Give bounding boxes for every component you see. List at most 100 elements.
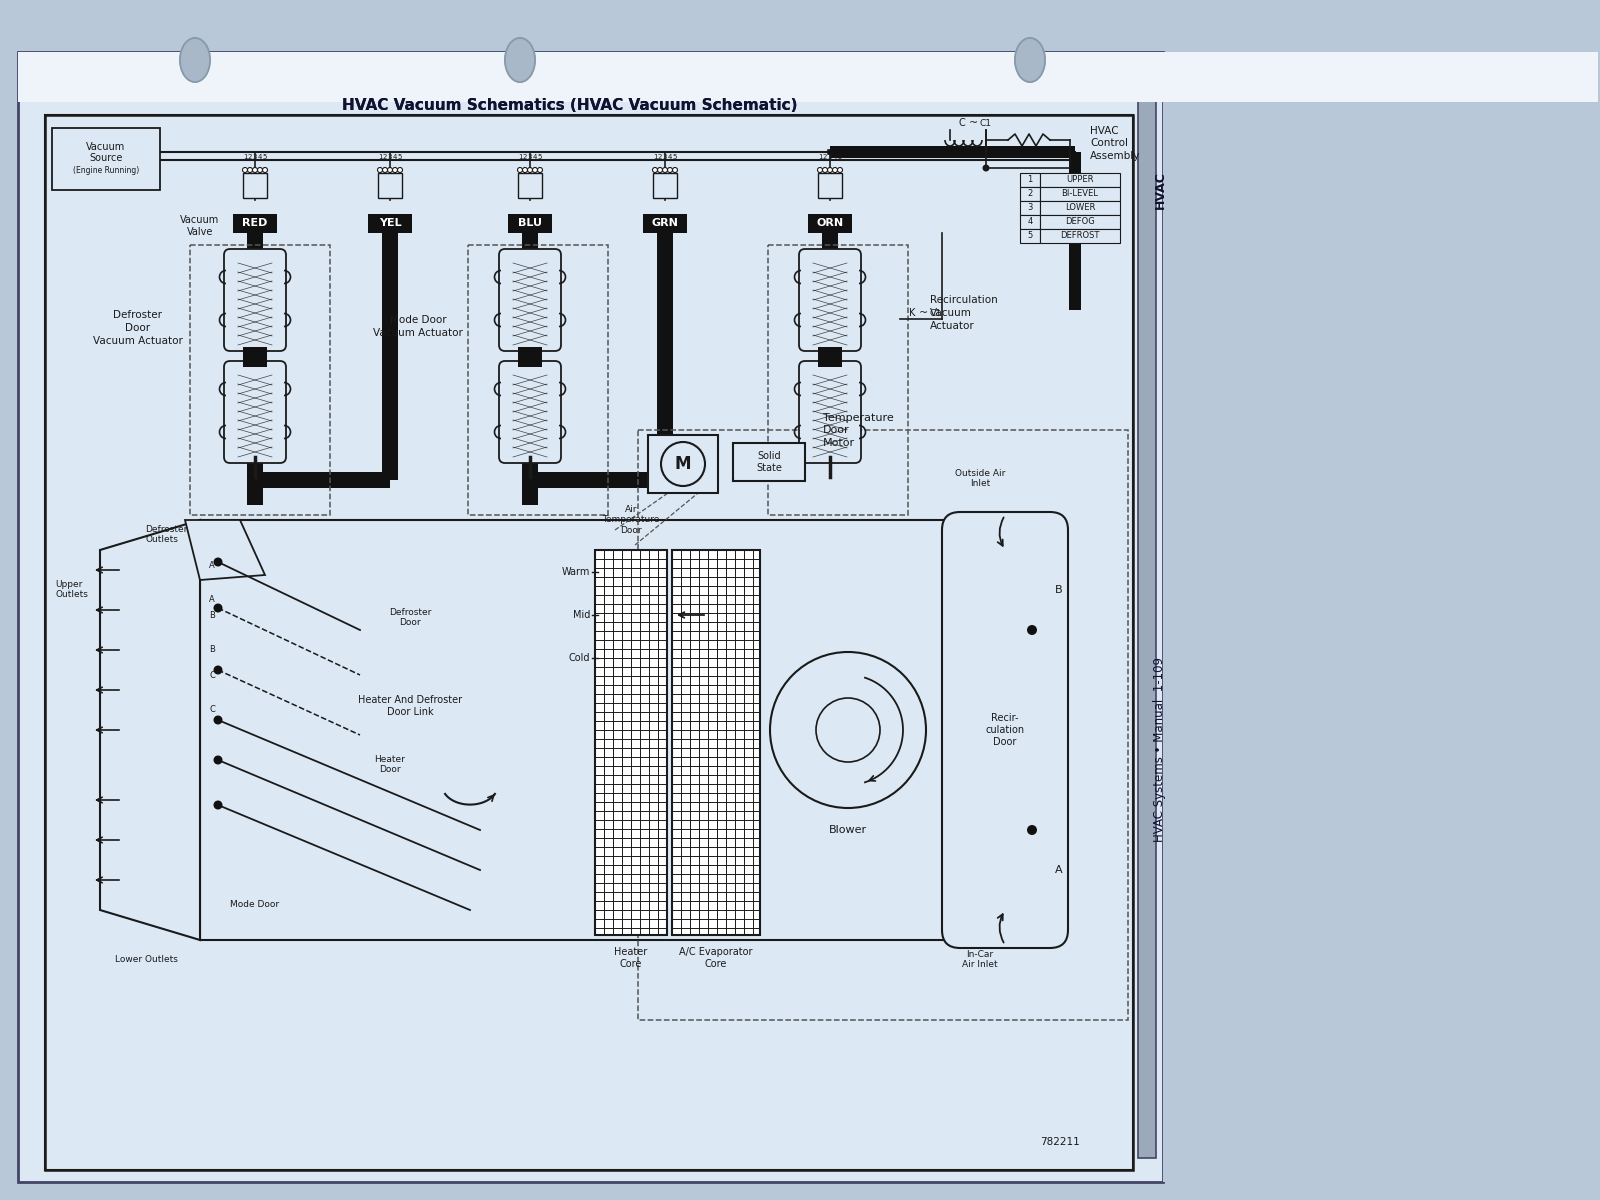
Bar — [1040, 215, 1120, 229]
Text: 1: 1 — [653, 154, 658, 160]
Bar — [243, 347, 267, 367]
Text: 5: 5 — [674, 154, 677, 160]
Circle shape — [253, 168, 258, 173]
Bar — [1040, 200, 1120, 215]
Bar — [1138, 90, 1155, 1158]
Circle shape — [243, 168, 248, 173]
Text: A/C Evaporator
Core: A/C Evaporator Core — [680, 947, 752, 968]
Circle shape — [392, 168, 397, 173]
Bar — [18, 52, 1598, 102]
Text: GRN: GRN — [651, 218, 678, 228]
Text: 3: 3 — [662, 154, 667, 160]
Ellipse shape — [506, 38, 534, 82]
Text: DEFOG: DEFOG — [1066, 217, 1094, 227]
Text: C: C — [958, 118, 965, 128]
Bar — [672, 550, 760, 935]
Circle shape — [213, 715, 222, 725]
Text: 5: 5 — [262, 154, 267, 160]
Bar — [18, 52, 1163, 1182]
Bar — [190, 245, 330, 515]
Text: B: B — [1054, 584, 1062, 595]
Circle shape — [213, 604, 222, 612]
Bar — [378, 173, 402, 198]
Circle shape — [528, 168, 533, 173]
Circle shape — [827, 168, 832, 173]
Text: LOWER: LOWER — [1066, 204, 1094, 212]
Bar — [1021, 200, 1040, 215]
Text: Mid: Mid — [573, 610, 590, 620]
Text: 1: 1 — [518, 154, 522, 160]
Text: Recirculation
Vacuum
Actuator: Recirculation Vacuum Actuator — [930, 295, 998, 331]
Circle shape — [822, 168, 827, 173]
Text: (Engine Running): (Engine Running) — [74, 166, 139, 175]
Bar — [808, 214, 851, 233]
Circle shape — [662, 168, 667, 173]
Text: 4: 4 — [533, 154, 538, 160]
Text: 1: 1 — [818, 154, 822, 160]
Ellipse shape — [1014, 38, 1045, 82]
Circle shape — [672, 168, 677, 173]
Circle shape — [382, 168, 387, 173]
Text: 3: 3 — [827, 154, 832, 160]
Text: ~: ~ — [920, 308, 928, 318]
Bar — [530, 472, 666, 488]
Text: HVAC: HVAC — [1154, 172, 1166, 209]
Text: 3: 3 — [253, 154, 258, 160]
Bar — [467, 245, 608, 515]
Bar — [51, 128, 160, 190]
Circle shape — [213, 558, 222, 566]
Text: Heater
Core: Heater Core — [614, 947, 648, 968]
Text: HVAC
Control
Assembly: HVAC Control Assembly — [1090, 126, 1141, 161]
Text: Blower: Blower — [829, 826, 867, 835]
Circle shape — [661, 442, 706, 486]
Circle shape — [523, 168, 528, 173]
Text: Recir-
culation
Door: Recir- culation Door — [986, 713, 1024, 746]
Text: 3: 3 — [387, 154, 392, 160]
Ellipse shape — [506, 38, 534, 82]
Text: 5: 5 — [538, 154, 542, 160]
Text: Outside Air
Inlet: Outside Air Inlet — [955, 468, 1005, 488]
Text: C: C — [210, 671, 214, 679]
Text: ~: ~ — [970, 118, 979, 128]
Bar — [830, 146, 1075, 158]
Text: 5: 5 — [398, 154, 402, 160]
Text: 2: 2 — [658, 154, 662, 160]
Circle shape — [397, 168, 403, 173]
Bar — [733, 443, 805, 481]
Bar — [1021, 187, 1040, 200]
Text: 1: 1 — [243, 154, 248, 160]
Text: C1: C1 — [979, 119, 992, 127]
Bar — [368, 214, 413, 233]
Bar — [643, 214, 686, 233]
Text: Cold: Cold — [568, 653, 590, 662]
Text: Temperature
Door
Motor: Temperature Door Motor — [822, 413, 894, 448]
Polygon shape — [99, 520, 200, 940]
Text: 4: 4 — [258, 154, 262, 160]
Bar — [45, 115, 1133, 1170]
Text: Solid
State: Solid State — [757, 451, 782, 473]
Text: Source: Source — [90, 152, 123, 163]
Circle shape — [213, 756, 222, 764]
Ellipse shape — [179, 38, 210, 82]
Bar — [522, 233, 538, 505]
Text: 4: 4 — [394, 154, 397, 160]
Text: 2: 2 — [523, 154, 526, 160]
Bar — [382, 233, 398, 480]
Circle shape — [213, 666, 222, 674]
FancyBboxPatch shape — [499, 248, 562, 350]
Circle shape — [816, 698, 880, 762]
Text: ORN: ORN — [816, 218, 843, 228]
Bar — [1040, 187, 1120, 200]
Circle shape — [653, 168, 658, 173]
FancyBboxPatch shape — [798, 248, 861, 350]
Circle shape — [258, 168, 262, 173]
Text: K: K — [909, 308, 915, 318]
Text: 3: 3 — [1027, 204, 1032, 212]
Bar — [648, 434, 718, 493]
Text: C1: C1 — [930, 308, 942, 318]
Bar — [1163, 52, 1594, 1182]
FancyBboxPatch shape — [942, 512, 1069, 948]
Bar — [18, 52, 1598, 102]
Bar — [822, 233, 838, 265]
Ellipse shape — [1014, 38, 1045, 82]
